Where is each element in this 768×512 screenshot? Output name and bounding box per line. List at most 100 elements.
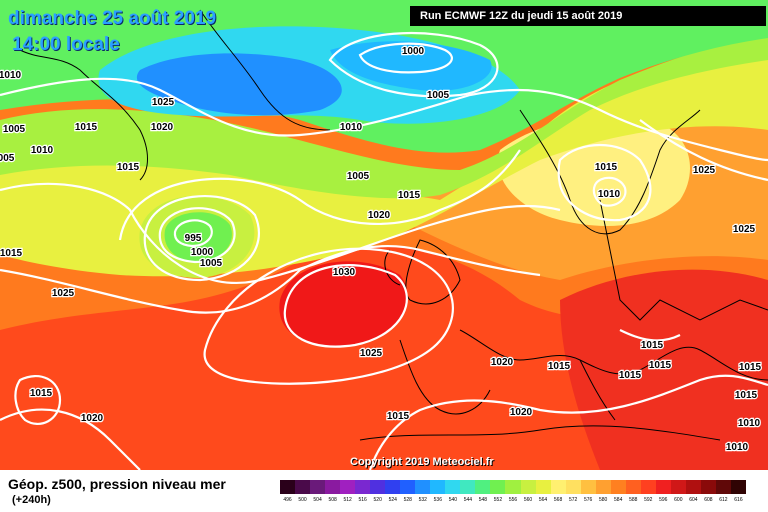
isobar-1025 — [203, 247, 454, 385]
field-red-east — [560, 269, 768, 470]
field-yellowgreen — [0, 35, 768, 199]
isobar-995 — [173, 219, 213, 248]
scale-cell — [430, 480, 446, 494]
scale-label: 552 — [493, 497, 503, 503]
isobar-1015-s — [368, 374, 768, 470]
coast-ireland — [384, 249, 401, 286]
scale-label: 604 — [689, 497, 698, 503]
scale-cell — [385, 480, 401, 494]
pressure-label: 1015 — [387, 411, 410, 422]
run-label: Run ECMWF 12Z du jeudi 15 août 2019 — [410, 6, 766, 26]
scale-label: 576 — [583, 497, 593, 503]
coast-iberia — [399, 339, 491, 415]
scale-label: 496 — [283, 497, 292, 503]
geopotential-map: 1010100510100051015102510201015100010051… — [0, 0, 768, 470]
scale-cell — [625, 480, 641, 494]
scale-cell — [655, 480, 671, 494]
coast-north-africa — [359, 425, 721, 441]
coast-greenland-w — [19, 49, 148, 181]
forecast-date: dimanche 25 août 2019 — [8, 8, 217, 29]
coast-greenland-e — [199, 9, 331, 131]
isobar-1015-balkan — [619, 329, 681, 342]
scale-cell — [355, 480, 371, 494]
pressure-label: 1025 — [733, 224, 756, 235]
scale-cell — [610, 480, 626, 494]
scale-label: 544 — [463, 497, 473, 503]
coast-scandinavia — [519, 109, 701, 235]
pressure-label: 995 — [185, 233, 202, 244]
copyright-text: Copyright 2019 Meteociel.fr — [350, 456, 494, 468]
pressure-label: 1015 — [649, 360, 672, 371]
scale-cell — [280, 480, 296, 494]
scale-cell — [295, 480, 311, 494]
scale-cell — [475, 480, 491, 494]
pressure-label: 1025 — [152, 97, 175, 108]
isobar-1005-n — [328, 31, 499, 98]
pressure-label: 1015 — [30, 388, 53, 399]
scale-cell — [580, 480, 596, 494]
scale-cell — [685, 480, 701, 494]
scale-label: 540 — [448, 497, 458, 503]
scale-label: 596 — [659, 497, 668, 503]
pressure-label: 1025 — [360, 348, 383, 359]
scale-cell — [325, 480, 341, 494]
coast-med-north — [459, 329, 768, 381]
scale-cell — [565, 480, 581, 494]
scale-cell — [400, 480, 416, 494]
scale-label: 564 — [538, 497, 548, 503]
pressure-label: 1015 — [117, 162, 140, 173]
scale-cell — [460, 480, 476, 494]
scale-label: 524 — [388, 497, 397, 503]
isobar-1030 — [283, 264, 408, 348]
pressure-label: 1015 — [735, 390, 758, 401]
scale-cell — [640, 480, 656, 494]
pressure-label: 1015 — [619, 370, 642, 381]
pressure-label: 1015 — [548, 361, 571, 372]
pressure-label: 1020 — [368, 210, 391, 221]
pressure-label: 1020 — [151, 122, 174, 133]
legend-subtitle: (+240h) — [12, 494, 51, 506]
pressure-label: 1020 — [81, 413, 104, 424]
legend-title: Géop. z500, pression niveau mer — [8, 476, 226, 492]
pressure-label: 1025 — [693, 165, 716, 176]
isobar-1020-sw — [0, 408, 141, 470]
color-scale — [280, 480, 746, 498]
scale-cell — [670, 480, 686, 494]
scale-cell — [595, 480, 611, 494]
isobar-1015-scand — [557, 143, 652, 222]
pressure-label: 1010 — [738, 418, 761, 429]
isobar-1020 — [0, 244, 541, 314]
pressure-label: 1005 — [3, 124, 26, 135]
scale-label: 556 — [508, 497, 518, 503]
scale-cell — [715, 480, 731, 494]
scale-label: 568 — [553, 497, 563, 503]
scale-cell — [520, 480, 536, 494]
pressure-label: 1010 — [0, 70, 22, 81]
scale-label: 584 — [614, 497, 623, 503]
pressure-label: 005 — [0, 153, 15, 164]
scale-label: 504 — [313, 497, 322, 503]
pressure-label: 1030 — [333, 267, 356, 278]
scale-label: 508 — [328, 497, 337, 503]
scale-label: 608 — [704, 497, 713, 503]
pressure-label: 1010 — [31, 145, 54, 156]
isobar-1010-scand — [592, 176, 627, 207]
scale-cell — [340, 480, 356, 494]
coastlines — [19, 9, 768, 441]
pressure-label: 1005 — [347, 171, 370, 182]
pressure-label: 1015 — [595, 162, 618, 173]
pressure-label: 1015 — [0, 248, 23, 259]
isobar-1015-sw — [14, 375, 62, 426]
scale-label: 548 — [478, 497, 488, 503]
pressure-label: 1015 — [739, 362, 762, 373]
pressure-label: 1015 — [398, 190, 421, 201]
isobar-1000 — [358, 42, 453, 74]
scale-cell — [445, 480, 461, 494]
scale-label: 612 — [719, 497, 728, 503]
scale-label: 560 — [523, 497, 533, 503]
pressure-label: 1020 — [510, 407, 533, 418]
scale-cell — [310, 480, 326, 494]
scale-label: 588 — [629, 497, 638, 503]
scale-label: 528 — [403, 497, 412, 503]
